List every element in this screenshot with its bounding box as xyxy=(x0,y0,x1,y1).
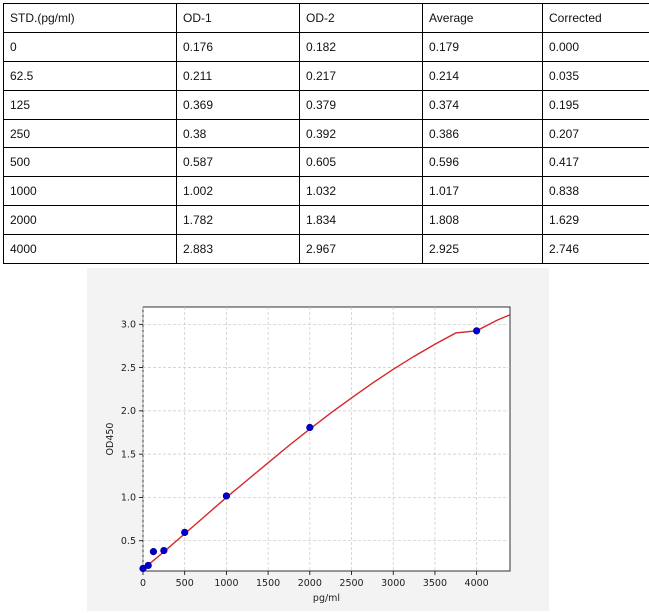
y-tick-label: 1.5 xyxy=(121,449,136,460)
data-point xyxy=(222,492,231,500)
table-cell: 1.032 xyxy=(299,176,423,207)
x-tick-label: 1000 xyxy=(214,578,238,589)
plot-area xyxy=(142,306,511,572)
table-cell: 0.369 xyxy=(176,89,300,120)
x-axis-label: pg/ml xyxy=(313,593,340,604)
table-cell: 0.374 xyxy=(422,89,543,120)
table-header-cell: STD.(pg/ml) xyxy=(3,3,177,33)
table-cell: 0.035 xyxy=(542,60,649,91)
table-cell: 2000 xyxy=(3,205,177,236)
table-cell: 2.746 xyxy=(542,234,649,265)
y-axis-label: OD450 xyxy=(105,423,116,456)
table-cell: 0.176 xyxy=(176,31,300,62)
y-tick-label: 0.5 xyxy=(121,536,136,547)
table-cell: 0.217 xyxy=(299,60,423,91)
table-cell: 1.002 xyxy=(176,176,300,207)
table-cell: 0 xyxy=(3,31,177,62)
data-point xyxy=(181,528,189,536)
table-row: 4000 2.883 2.967 2.925 2.746 xyxy=(3,234,649,265)
fit-curve xyxy=(142,314,511,570)
table-row: 0 0.176 0.182 0.179 0.000 xyxy=(3,31,649,62)
x-tick-label: 0 xyxy=(140,578,146,589)
x-tick-label: 500 xyxy=(176,578,194,589)
table-cell: 0.605 xyxy=(299,147,423,178)
table-row: 125 0.369 0.379 0.374 0.195 xyxy=(3,89,649,120)
x-tick-label: 2000 xyxy=(298,578,322,589)
table-cell: 0.838 xyxy=(542,176,649,207)
table-cell: 4000 xyxy=(3,234,177,265)
table-cell: 0.596 xyxy=(422,147,543,178)
y-tick-label: 3.0 xyxy=(121,320,136,331)
data-point xyxy=(144,561,152,570)
table-cell: 0.000 xyxy=(542,31,649,62)
y-tick-label: 2.5 xyxy=(121,363,136,374)
data-point xyxy=(149,548,158,556)
table-cell: 2.925 xyxy=(422,234,543,265)
standard-curve-chart: 0 500 1000 1500 2000 2500 3000 3500 4000 0.5 1.0 1… xyxy=(105,306,511,604)
table-cell: 125 xyxy=(3,89,177,120)
data-point xyxy=(473,327,481,335)
x-tick-label: 2500 xyxy=(339,578,363,589)
data-point xyxy=(160,546,168,555)
table-cell: 0.417 xyxy=(542,147,649,178)
table-cell: 0.214 xyxy=(422,60,543,91)
table-cell: 0.207 xyxy=(542,118,649,149)
x-tick-label: 1500 xyxy=(256,578,280,589)
table-cell: 0.587 xyxy=(176,147,300,178)
x-tick-label: 4000 xyxy=(465,578,489,589)
table-header-row: STD.(pg/ml) OD-1 OD-2 Average Corrected xyxy=(3,3,649,33)
table-row: 62.5 0.211 0.217 0.214 0.035 xyxy=(3,60,649,91)
standards-table: STD.(pg/ml) OD-1 OD-2 Average Corrected 0 0.17… xyxy=(3,3,649,265)
table-cell: 0.392 xyxy=(299,118,423,149)
table-cell: 1000 xyxy=(3,176,177,207)
y-tick-label: 1.0 xyxy=(121,493,136,504)
data-point xyxy=(306,423,314,432)
table-row: 2000 1.782 1.834 1.808 1.629 xyxy=(3,205,649,236)
table-cell: 2.883 xyxy=(176,234,300,265)
table-header-cell: Corrected xyxy=(542,3,649,33)
table-cell: 0.179 xyxy=(422,31,543,62)
table-cell: 0.38 xyxy=(176,118,300,149)
table-header-cell: OD-1 xyxy=(176,3,300,33)
x-tick-label: 3500 xyxy=(423,578,447,589)
table-cell: 1.629 xyxy=(542,205,649,236)
table-cell: 500 xyxy=(3,147,177,178)
table-header-cell: OD-2 xyxy=(299,3,423,33)
table-row: 1000 1.002 1.032 1.017 0.838 xyxy=(3,176,649,207)
table-cell: 1.808 xyxy=(422,205,543,236)
table-row: 250 0.38 0.392 0.386 0.207 xyxy=(3,118,649,149)
table-cell: 250 xyxy=(3,118,177,149)
table-cell: 0.195 xyxy=(542,89,649,120)
table-cell: 0.211 xyxy=(176,60,300,91)
standard-curve-figure: 0 500 1000 1500 2000 2500 3000 3500 4000 0.5 1.0 1… xyxy=(87,268,549,611)
table-row: 500 0.587 0.605 0.596 0.417 xyxy=(3,147,649,178)
table-cell: 2.967 xyxy=(299,234,423,265)
table-header-cell: Average xyxy=(422,3,543,33)
y-tick-label: 2.0 xyxy=(121,406,136,417)
table-cell: 1.782 xyxy=(176,205,300,236)
table-cell: 0.386 xyxy=(422,118,543,149)
table-cell: 1.017 xyxy=(422,176,543,207)
table-cell: 1.834 xyxy=(299,205,423,236)
table-cell: 0.379 xyxy=(299,89,423,120)
x-tick-label: 3000 xyxy=(381,578,405,589)
table-cell: 0.182 xyxy=(299,31,423,62)
table-cell: 62.5 xyxy=(3,60,177,91)
